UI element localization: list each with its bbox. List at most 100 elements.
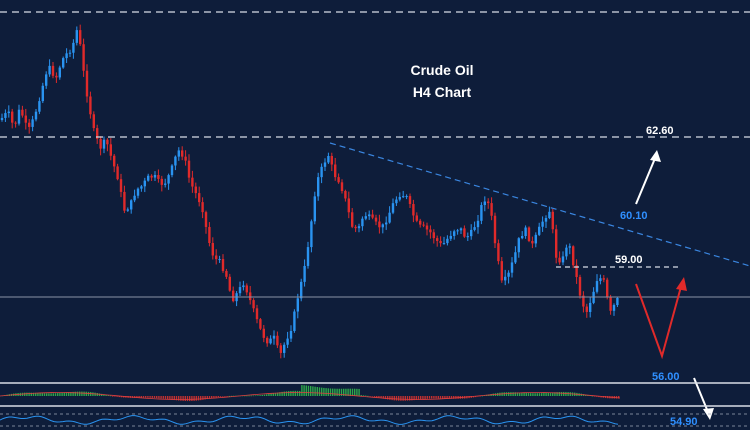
- histogram-bar: [112, 396, 114, 397]
- histogram-bar: [230, 395, 233, 397]
- histogram-bar: [307, 385, 310, 396]
- candle-body: [398, 196, 401, 200]
- histogram-bar: [362, 395, 365, 396]
- red-projection-arrow: [635, 277, 687, 360]
- histogram-bar: [358, 388, 360, 396]
- histogram-bar: [527, 393, 530, 396]
- candle-body: [354, 226, 357, 229]
- candle-body: [446, 238, 449, 244]
- histogram-bar: [173, 396, 175, 401]
- level-label-54-90: 54.90: [670, 416, 698, 428]
- candle-series: [0, 24, 619, 359]
- candle-body: [558, 257, 561, 263]
- candle-body: [337, 177, 340, 183]
- candle-body: [106, 139, 109, 145]
- histogram-bar: [65, 392, 68, 396]
- histogram-bar: [32, 392, 35, 396]
- candle-body: [364, 216, 367, 219]
- candle-body: [425, 225, 429, 230]
- histogram-bar: [305, 385, 307, 396]
- candle-body: [79, 30, 82, 45]
- candle-body: [456, 230, 459, 232]
- candle-body: [527, 227, 531, 241]
- histogram-bar: [39, 393, 41, 396]
- candle-body: [45, 74, 48, 86]
- candle-body: [177, 150, 180, 157]
- histogram-bar: [140, 396, 142, 398]
- histogram-bar: [180, 396, 182, 401]
- candle-body: [510, 262, 514, 273]
- histogram-bar: [406, 396, 409, 401]
- candle-body: [174, 156, 177, 166]
- candle-body: [259, 319, 262, 329]
- histogram-bar: [263, 394, 266, 396]
- histogram-bar: [158, 396, 160, 399]
- histogram-bar: [151, 396, 153, 398]
- candle-body: [330, 155, 333, 165]
- candle-body: [194, 186, 197, 194]
- histogram-bar: [351, 388, 354, 396]
- candle-body: [116, 166, 119, 180]
- histogram-bar: [272, 393, 274, 396]
- histogram-bar: [288, 391, 290, 396]
- candle-body: [507, 272, 510, 277]
- histogram-bar: [149, 396, 151, 398]
- histogram-bar: [444, 396, 446, 399]
- candle-body: [595, 281, 599, 292]
- candle-body: [555, 229, 558, 258]
- level-label-56-00: 56.00: [652, 371, 680, 383]
- candle-body: [242, 285, 245, 288]
- histogram-bar: [332, 388, 334, 396]
- histogram-bar: [266, 394, 268, 396]
- candle-body: [374, 217, 378, 222]
- descending-trendline: [329, 142, 750, 267]
- candle-body: [4, 113, 7, 118]
- candle-body: [102, 139, 106, 149]
- candle-body: [402, 196, 405, 198]
- candle-body: [466, 236, 469, 238]
- candle-body: [422, 224, 425, 226]
- histogram-bar: [296, 390, 299, 396]
- histogram-bar: [182, 396, 184, 401]
- candle-body: [609, 297, 612, 311]
- candle-body: [521, 236, 524, 239]
- histogram-bar: [516, 392, 519, 396]
- histogram-bar: [68, 392, 70, 396]
- histogram-bar: [391, 396, 393, 401]
- histogram-bar: [270, 393, 272, 396]
- candle-body: [191, 177, 194, 187]
- histogram-bar: [103, 394, 105, 396]
- candle-body: [606, 279, 609, 298]
- candle-body: [459, 228, 463, 231]
- candle-body: [204, 212, 208, 227]
- candle-body: [276, 335, 279, 346]
- histogram-bar: [72, 391, 74, 396]
- candle-body: [123, 191, 126, 211]
- candle-body: [371, 214, 374, 218]
- histogram-bar: [552, 392, 554, 396]
- candle-body: [51, 65, 55, 76]
- histogram-bar: [310, 386, 312, 396]
- candle-body: [395, 199, 398, 204]
- histogram-bar: [87, 391, 90, 396]
- candle-body: [269, 338, 272, 344]
- histogram-bar: [217, 396, 219, 398]
- histogram-bar: [547, 392, 549, 396]
- candle-body: [96, 128, 99, 139]
- histogram-bar: [543, 392, 545, 396]
- candle-body: [140, 186, 143, 189]
- candle-body: [453, 231, 456, 236]
- histogram-bar: [334, 388, 336, 396]
- level-label-59-00: 59.00: [615, 254, 643, 266]
- candle-body: [439, 240, 442, 244]
- histogram-bar: [233, 395, 235, 397]
- candle-body: [262, 328, 265, 338]
- histogram-bar: [400, 396, 402, 401]
- histogram-bar: [505, 392, 508, 396]
- candle-body: [561, 256, 565, 263]
- level-label-60-10: 60.10: [620, 210, 648, 222]
- candle-body: [17, 109, 21, 124]
- histogram-bar: [46, 393, 48, 396]
- candle-body: [415, 215, 418, 221]
- candle-body: [470, 229, 473, 237]
